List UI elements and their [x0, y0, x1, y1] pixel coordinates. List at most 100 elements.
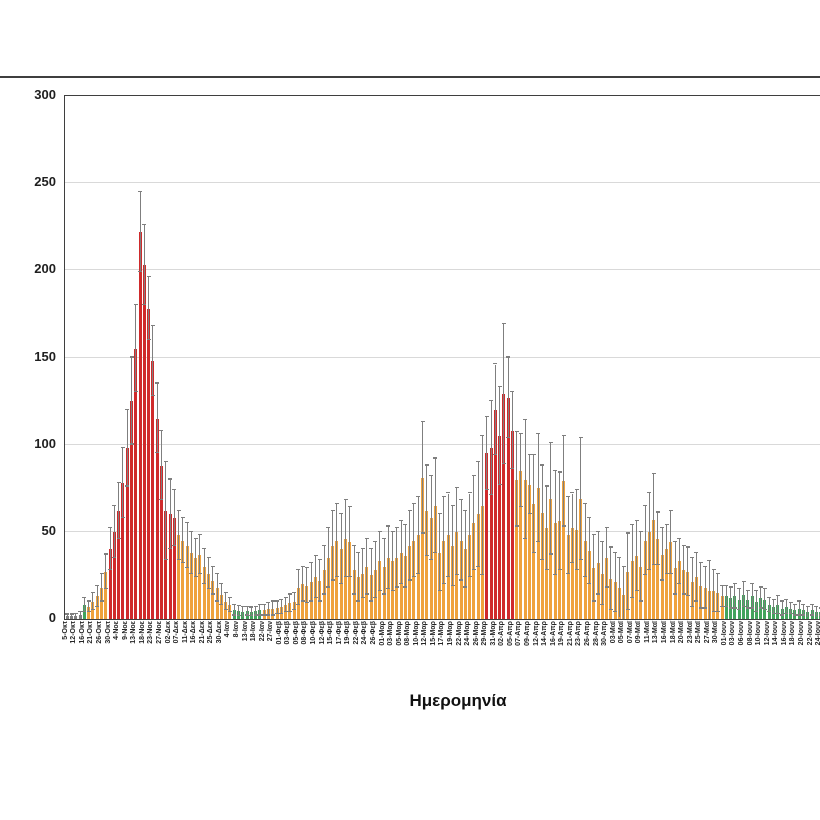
error-bar-cap-top	[596, 530, 601, 532]
error-bar-cap-bottom	[450, 584, 455, 586]
error-bar	[657, 512, 659, 565]
error-bar-cap-bottom	[296, 603, 301, 606]
error-bar	[755, 591, 757, 613]
x-tick-label: 01-Ιουν	[720, 621, 728, 646]
error-bar	[434, 458, 436, 553]
error-bar-cap-top	[668, 509, 673, 511]
error-bar	[529, 455, 531, 515]
error-bar-cap-top	[681, 544, 686, 546]
bar	[489, 448, 493, 619]
error-bar-cap-top	[334, 502, 339, 504]
error-bar	[293, 592, 295, 611]
bar	[181, 540, 185, 619]
error-bar-cap-top	[219, 582, 224, 585]
error-bar-cap-top	[253, 605, 258, 607]
error-bar-cap-bottom	[197, 572, 202, 574]
y-tick-label: 300	[34, 87, 56, 102]
error-bar	[349, 507, 351, 578]
error-bar-cap-bottom	[322, 593, 327, 595]
error-bar-cap-bottom	[304, 602, 309, 604]
error-bar-cap-top	[65, 613, 70, 615]
error-bar-cap-top	[317, 558, 322, 560]
error-bar	[644, 505, 646, 576]
error-bar-cap-bottom	[146, 338, 151, 341]
x-tick-label: 21-Απρ	[566, 621, 574, 646]
error-bar-cap-bottom	[292, 609, 297, 611]
x-tick-label: 26-Οκτ	[96, 621, 104, 644]
error-bar-cap-top	[762, 588, 767, 590]
error-bar	[297, 570, 299, 606]
x-tick-label: 22-Μαρ	[455, 621, 463, 646]
x-tick-label: 22-Φεβ	[352, 621, 360, 645]
x-tick-label: 22-Ιαν	[258, 621, 266, 642]
error-bar-cap-top	[86, 600, 91, 602]
error-bar-cap-bottom	[720, 605, 725, 607]
error-bar-cap-top	[424, 464, 429, 466]
error-bar-cap-top	[518, 433, 523, 435]
x-tick-label: 19-Απρ	[558, 621, 566, 646]
x-tick-label: 23-Μαϊ	[686, 621, 694, 644]
error-bar-cap-bottom	[142, 304, 147, 306]
error-bar-cap-bottom	[788, 612, 793, 614]
error-bar-cap-top	[403, 523, 408, 525]
x-tick-label: 18-Ιαν	[250, 621, 258, 642]
error-bar	[340, 514, 342, 585]
error-bar-cap-top	[775, 595, 780, 597]
error-bar-cap-top	[249, 606, 254, 608]
error-bar-cap-top	[416, 495, 421, 497]
error-bar	[768, 598, 770, 613]
bar	[352, 570, 356, 619]
bar	[177, 535, 181, 619]
bar	[660, 554, 664, 619]
error-bar-cap-top	[673, 541, 678, 543]
error-bar-cap-bottom	[459, 579, 464, 581]
error-bar-cap-top	[441, 495, 446, 497]
bar	[159, 465, 163, 619]
bar	[724, 596, 728, 619]
bar	[656, 538, 660, 619]
error-bar-cap-top	[450, 504, 455, 506]
error-bar-cap-bottom	[660, 579, 665, 581]
error-bar-cap-top	[296, 569, 301, 571]
bar	[433, 505, 437, 619]
error-bar-cap-bottom	[257, 614, 262, 616]
error-bar	[113, 505, 115, 558]
bar	[455, 531, 459, 619]
error-bar	[704, 566, 706, 609]
error-bar-cap-top	[227, 596, 232, 599]
x-tick-label: 19-Μαρ	[447, 621, 454, 646]
error-bar	[413, 503, 415, 578]
y-tick-label: 50	[41, 522, 56, 538]
bar	[566, 535, 570, 619]
gridline-250	[65, 182, 820, 184]
bar	[416, 535, 420, 619]
error-bar-cap-top	[206, 556, 211, 558]
error-bar-cap-top	[429, 474, 434, 477]
bar	[759, 598, 763, 619]
error-bar-cap-top	[660, 527, 665, 529]
bar	[344, 538, 347, 619]
error-bar	[661, 528, 663, 581]
error-bar-cap-top	[536, 433, 541, 435]
error-bar-cap-bottom	[780, 614, 785, 616]
error-bar	[584, 503, 586, 578]
bar	[720, 596, 724, 619]
error-bar-cap-bottom	[489, 494, 494, 496]
bar	[164, 510, 168, 619]
error-bar-cap-top	[172, 488, 177, 490]
error-bar-cap-bottom	[215, 600, 220, 602]
error-bar	[631, 524, 633, 599]
x-tick-label: 8-Ιαν	[233, 621, 240, 638]
x-tick-label: 27-Νοε	[155, 621, 163, 644]
error-bar-cap-bottom	[715, 610, 720, 613]
x-tick-label: 13-Μαϊ	[652, 621, 660, 644]
error-bar-cap-top	[677, 537, 682, 539]
error-bar	[285, 598, 287, 613]
error-bar-cap-top	[566, 495, 571, 497]
error-bar	[336, 503, 338, 578]
bar	[425, 510, 429, 619]
bar	[219, 594, 223, 619]
error-bar	[687, 547, 689, 597]
error-bar-cap-top	[99, 572, 104, 574]
error-bar	[173, 490, 175, 546]
